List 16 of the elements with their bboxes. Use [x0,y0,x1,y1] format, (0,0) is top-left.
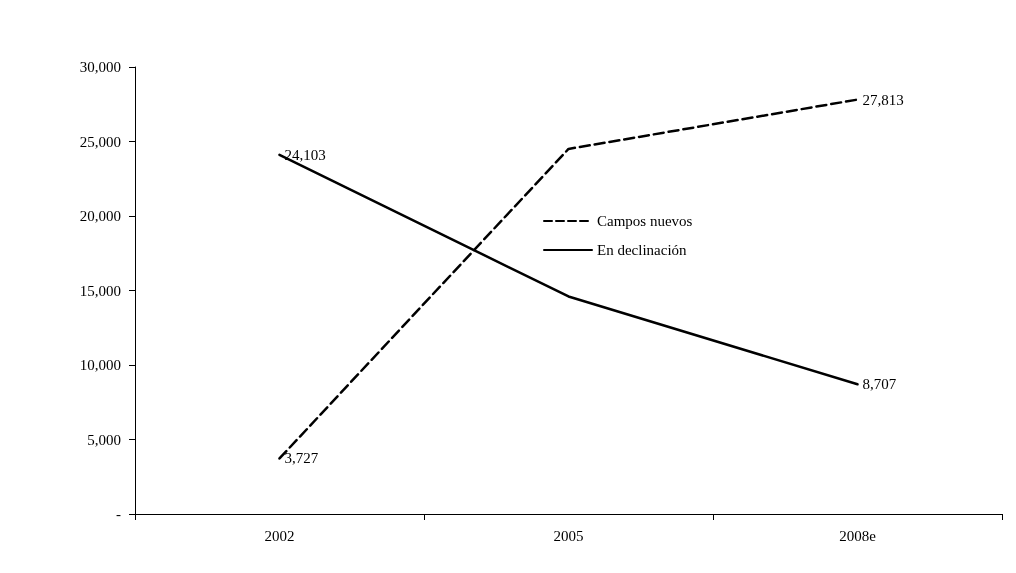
y-tick-label: 20,000 [79,208,121,224]
x-tick-label: 2008e [839,527,877,544]
y-tick-label: - [116,506,121,522]
data-label: 8,707 [862,376,897,393]
data-label: 3,727 [284,450,319,467]
y-tick-label: 25,000 [79,133,121,150]
y-tick-label: 5,000 [87,431,121,448]
data-label: 27,813 [862,91,904,108]
y-tick-label: 30,000 [79,59,121,75]
legend-label: En declinación [597,242,688,259]
y-tick-label: 15,000 [79,282,121,299]
legend-label: Campos nuevos [597,213,693,230]
x-tick-label: 2005 [553,527,584,544]
y-tick-label: 10,000 [79,357,121,373]
x-tick-label: 2002 [264,527,295,544]
data-label: 24,103 [284,146,326,163]
